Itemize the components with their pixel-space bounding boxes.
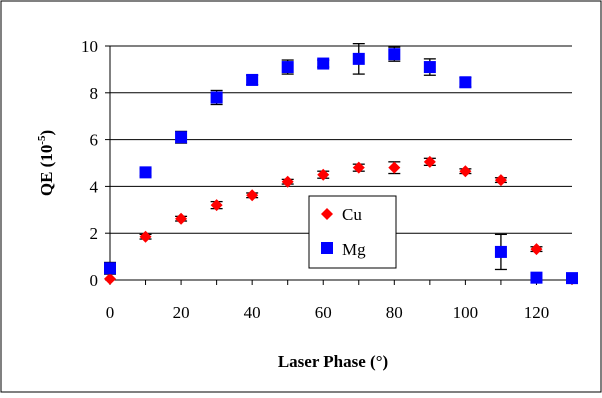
y-axis-label-close: ) [37,130,56,136]
point-cu-8 [388,161,401,174]
x-axis-label: Laser Phase (°) [278,352,388,371]
point-mg-2 [175,131,188,144]
point-mg-9 [423,61,436,74]
point-cu-1 [139,230,152,243]
x-tick-label-60: 60 [315,303,332,322]
point-cu-0 [104,272,116,285]
x-tick-label-100: 100 [453,303,479,322]
legend-box [308,195,397,269]
x-tick-label-40: 40 [244,303,261,322]
grid-lines [110,45,572,234]
legend-label-mg: Mg [342,240,366,259]
y-tick-label-10: 10 [81,37,98,56]
y-axis-label-main: QE (10 [37,145,56,196]
x-tick-label-120: 120 [524,303,550,322]
legend-marker-cu [321,208,333,220]
point-mg-6 [317,57,330,70]
x-tick-label-0: 0 [106,303,115,322]
point-cu-10 [459,165,472,178]
point-cu-3 [210,199,223,212]
y-tick-label-6: 6 [90,131,99,150]
legend-marker-mg [321,242,333,254]
point-mg-1 [139,166,152,179]
y-tick-label-0: 0 [90,271,99,290]
legend: Cu Mg [308,195,397,269]
point-mg-4 [246,73,259,86]
point-cu-4 [246,189,259,202]
x-tick-label-20: 20 [173,303,190,322]
point-mg-3 [210,91,223,104]
y-axis-label-exponent: -5 [36,135,48,145]
y-tick-label-4: 4 [90,177,99,196]
point-mg-10 [459,76,472,89]
point-mg-11 [494,245,507,258]
y-tick-label-2: 2 [90,224,99,243]
point-mg-12 [530,271,543,284]
point-mg-8 [388,48,401,61]
y-axis-label: QE (10-5) [36,130,56,196]
point-cu-2 [175,212,188,225]
point-mg-0 [104,262,116,275]
data-markers [104,48,578,285]
x-tick-label-80: 80 [386,303,403,322]
point-cu-5 [281,175,294,188]
point-cu-11 [494,174,507,187]
y-tick-label-8: 8 [90,84,99,103]
point-mg-7 [352,52,365,65]
point-mg-13 [566,272,578,285]
point-cu-12 [530,243,543,256]
point-cu-7 [352,161,365,174]
point-cu-6 [317,168,330,181]
point-mg-5 [281,61,294,74]
point-cu-9 [423,155,436,168]
legend-label-cu: Cu [342,205,362,224]
